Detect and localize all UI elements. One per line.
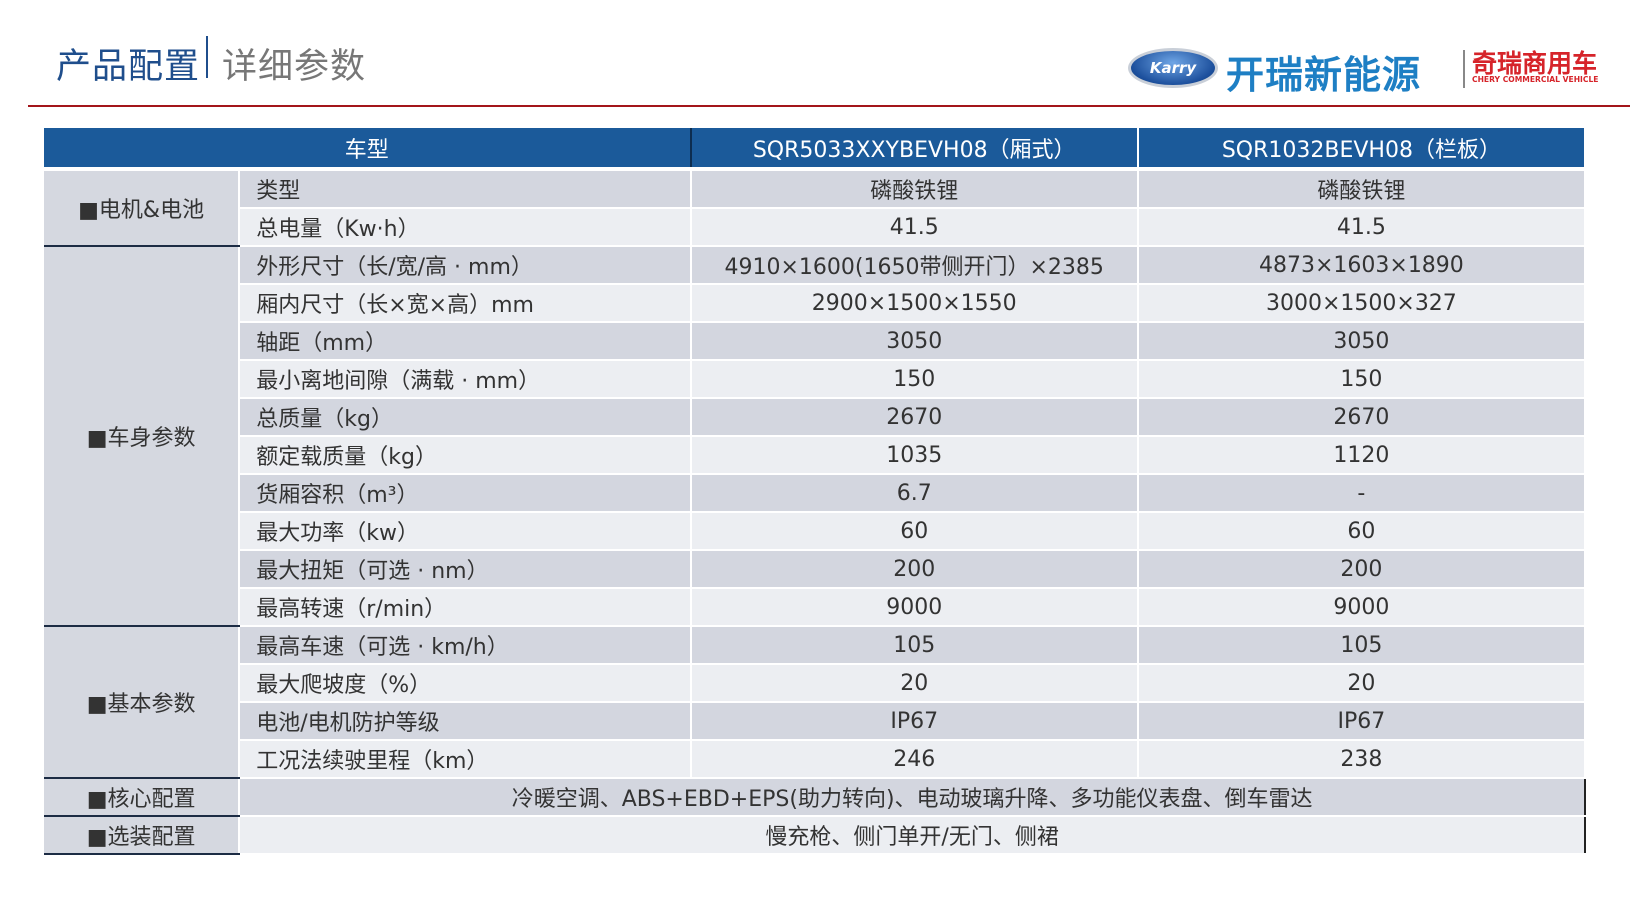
karry-logo-icon: Karry (1128, 48, 1218, 88)
config-value: 慢充枪、侧门单开/无门、侧裙 (239, 816, 1586, 855)
header-rule (28, 105, 1630, 107)
value-variant-b: 238 (1137, 740, 1587, 779)
brand-main-text: 开瑞新能源 (1226, 53, 1422, 97)
value-variant-a: 4910×1600(1650带侧开门）×2385 (690, 246, 1139, 285)
table-row: 厢内尺寸（长×宽×高）mm 2900×1500×1550 3000×1500×327 (44, 284, 1587, 323)
param-label: 轴距（mm） (239, 322, 692, 361)
header-variant-b: SQR1032BEVH08（栏板） (1137, 128, 1587, 171)
title-divider (206, 36, 208, 78)
value-variant-b: 60 (1137, 512, 1587, 551)
value-variant-b: 9000 (1137, 588, 1587, 627)
value-variant-b: 4873×1603×1890 (1137, 246, 1587, 285)
value-variant-b: 20 (1137, 664, 1587, 703)
param-label: 外形尺寸（长/宽/高 · mm） (239, 246, 692, 285)
page-header: 产品配置 详细参数 Karry 开瑞新能源 奇瑞商用车 CHERY COMMER… (0, 0, 1645, 110)
value-variant-a: IP67 (690, 702, 1139, 741)
value-variant-a: 20 (690, 664, 1139, 703)
category-cell: ■车身参数 (44, 246, 241, 627)
table-row-full: ■选装配置 慢充枪、侧门单开/无门、侧裙 (44, 816, 1586, 855)
table-row: 最大爬坡度（%） 20 20 (44, 664, 1587, 703)
param-label: 最大功率（kw） (239, 512, 692, 551)
header-model: 车型 (44, 128, 692, 171)
table-row: 额定载质量（kg） 1035 1120 (44, 436, 1587, 475)
table-row: 最大扭矩（可选 · nm） 200 200 (44, 550, 1587, 589)
value-variant-b: 2670 (1137, 398, 1587, 437)
value-variant-a: 6.7 (690, 474, 1139, 513)
table-row: ■基本参数 最高车速（可选 · km/h） 105 105 (44, 626, 1587, 779)
param-label: 类型 (239, 169, 692, 209)
page-title: 产品配置 (56, 47, 201, 87)
brand-chery-en: CHERY COMMERCIAL VEHICLE (1472, 75, 1599, 84)
value-variant-b: 3000×1500×327 (1137, 284, 1587, 323)
header-variant-a: SQR5033XXYBEVH08（厢式） (690, 128, 1139, 171)
value-variant-a: 105 (690, 626, 1139, 665)
value-variant-a: 磷酸铁锂 (690, 169, 1139, 209)
page-subtitle: 详细参数 (222, 47, 367, 87)
value-variant-a: 150 (690, 360, 1139, 399)
category-label: ■核心配置 (86, 787, 196, 812)
table-row: 最高转速（r/min） 9000 9000 (44, 588, 1587, 627)
value-variant-a: 200 (690, 550, 1139, 589)
table-row: 最大功率（kw） 60 60 (44, 512, 1587, 551)
value-variant-a: 41.5 (690, 208, 1139, 247)
value-variant-b: 200 (1137, 550, 1587, 589)
table-header-row: 车型 SQR5033XXYBEVH08（厢式） SQR1032BEVH08（栏板… (44, 128, 1587, 171)
value-variant-b: - (1137, 474, 1587, 513)
value-variant-b: 1120 (1137, 436, 1587, 475)
value-variant-a: 1035 (690, 436, 1139, 475)
spec-table: 车型 SQR5033XXYBEVH08（厢式） SQR1032BEVH08（栏板… (44, 128, 1587, 855)
table-row: 总电量（Kw·h） 41.5 41.5 (44, 208, 1587, 247)
category-cell: ■基本参数 (44, 626, 241, 779)
value-variant-b: 3050 (1137, 322, 1587, 361)
param-label: 厢内尺寸（长×宽×高）mm (239, 284, 692, 323)
config-value: 冷暖空调、ABS+EBD+EPS(助力转向)、电动玻璃升降、多功能仪表盘、倒车雷… (239, 778, 1586, 817)
table-row: 轴距（mm） 3050 3050 (44, 322, 1587, 361)
table-row: 最小离地间隙（满载 · mm） 150 150 (44, 360, 1587, 399)
param-label: 货厢容积（m³） (239, 474, 692, 513)
category-label: ■电机&电池 (78, 198, 205, 223)
param-label: 最大爬坡度（%） (239, 664, 692, 703)
value-variant-a: 246 (690, 740, 1139, 779)
value-variant-b: 41.5 (1137, 208, 1587, 247)
value-variant-a: 2670 (690, 398, 1139, 437)
value-variant-b: 150 (1137, 360, 1587, 399)
param-label: 额定载质量（kg） (239, 436, 692, 475)
brand-logo: Karry 开瑞新能源 奇瑞商用车 CHERY COMMERCIAL VEHIC… (1128, 44, 1618, 97)
table-row: ■车身参数 外形尺寸（长/宽/高 · mm） 4910×1600(1650带侧开门）… (44, 246, 1587, 627)
value-variant-b: 磷酸铁锂 (1137, 169, 1587, 209)
table-row: 电池/电机防护等级 IP67 IP67 (44, 702, 1587, 741)
param-label: 电池/电机防护等级 (239, 702, 692, 741)
param-label: 最高车速（可选 · km/h） (239, 626, 692, 665)
param-label: 最大扭矩（可选 · nm） (239, 550, 692, 589)
param-label: 最小离地间隙（满载 · mm） (239, 360, 692, 399)
category-label: ■选装配置 (86, 825, 196, 850)
table-row: 工况法续驶里程（km） 246 238 (44, 740, 1587, 779)
brand-separator (1463, 50, 1465, 88)
category-label: ■基本参数 (86, 692, 196, 717)
value-variant-a: 3050 (690, 322, 1139, 361)
value-variant-b: IP67 (1137, 702, 1587, 741)
value-variant-b: 105 (1137, 626, 1587, 665)
value-variant-a: 60 (690, 512, 1139, 551)
table-row-full: ■核心配置 冷暖空调、ABS+EBD+EPS(助力转向)、电动玻璃升降、多功能仪表… (44, 778, 1586, 817)
category-cell: ■选装配置 (44, 816, 241, 855)
param-label: 总质量（kg） (239, 398, 692, 437)
value-variant-a: 2900×1500×1550 (690, 284, 1139, 323)
param-label: 工况法续驶里程（km） (239, 740, 692, 779)
karry-logo-text: Karry (1149, 59, 1197, 77)
param-label: 最高转速（r/min） (239, 588, 692, 627)
category-cell: ■核心配置 (44, 778, 241, 817)
table-row: ■电机&电池 类型 磷酸铁锂 磷酸铁锂 (44, 169, 1587, 247)
category-label: ■车身参数 (86, 426, 196, 451)
category-cell: ■电机&电池 (44, 169, 241, 247)
table-row: 货厢容积（m³） 6.7- (44, 474, 1587, 513)
spec-table-body: ■电机&电池 类型 磷酸铁锂 磷酸铁锂 总电量（Kw·h） 41.5 41.5 ■车身参数 外形… (44, 169, 1587, 855)
param-label: 总电量（Kw·h） (239, 208, 692, 247)
table-row: 总质量（kg） 2670 2670 (44, 398, 1587, 437)
value-variant-a: 9000 (690, 588, 1139, 627)
brand-chery-cn: 奇瑞商用车 (1472, 49, 1598, 78)
